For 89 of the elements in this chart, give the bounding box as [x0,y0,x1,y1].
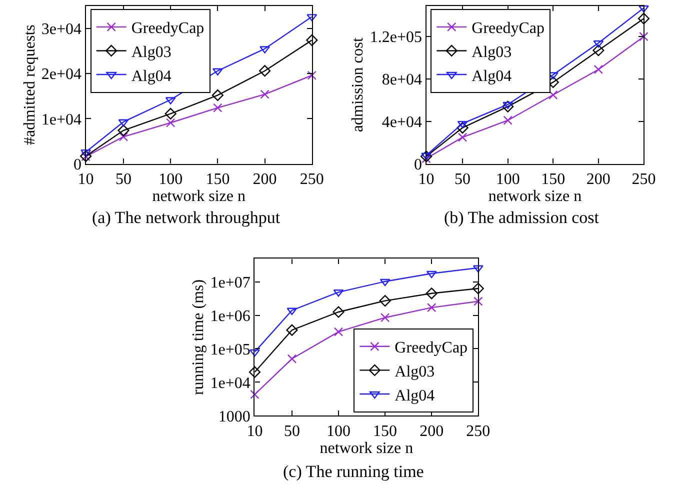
point [286,324,298,336]
point [422,154,431,164]
y-tick-label: 1000 [218,408,250,426]
point [307,70,317,80]
point [306,34,318,46]
point [332,306,344,318]
point [380,313,390,322]
y-tick-label: 1e+04 [41,111,82,128]
y-tick-label: 0 [74,156,82,174]
x-axis-title: network size n [488,188,582,206]
point [80,149,92,157]
y-tick-label: 1e+07 [210,274,250,292]
point [249,349,260,357]
y-axis-title: #admitted requests [21,24,38,146]
point [426,288,438,300]
legend-label: GreedyCap [472,20,544,38]
point [250,390,260,400]
point [502,100,514,112]
x-axis-title: network size n [320,440,414,457]
point [380,278,390,286]
x-tick-label: 250 [466,422,490,440]
point [474,296,483,306]
point [427,302,436,312]
y-tick-label: 1e+05 [210,341,250,358]
point [379,295,391,307]
legend-label: GreedyCap [394,340,468,357]
x-tick-label: 150 [206,171,230,188]
point [548,90,558,100]
point [458,132,468,142]
legend-label: Alg03 [472,44,512,61]
y-tick-label: 1.2e+05 [370,29,422,46]
point [594,64,604,74]
y-tick-label: 2e+04 [41,66,82,84]
y-tick-label: 0 [414,156,422,174]
y-tick-label: 3e+04 [41,21,82,38]
point [426,270,437,278]
point [166,118,176,128]
point [638,5,649,13]
legend-label: Alg04 [131,68,172,85]
text: (b) The admission cost [444,208,600,227]
legend-label: Alg03 [131,44,172,61]
point [472,282,484,294]
legend-label: Alg04 [472,68,512,85]
legend-label: Alg04 [394,387,435,404]
x-tick-label: 200 [586,171,610,188]
point [334,327,344,336]
legend-label: Alg03 [394,363,435,380]
x-tick-label: 100 [496,171,520,188]
x-tick-label: 250 [300,171,324,188]
x-tick-label: 100 [326,422,351,440]
legend-label: GreedyCap [131,20,204,38]
x-tick-label: 200 [252,171,277,188]
point [118,132,128,142]
x-tick-label: 150 [373,422,398,440]
point [593,40,604,48]
x-tick-label: 50 [115,171,132,188]
point [260,90,270,99]
y-tick-label: 1e+04 [210,374,250,392]
point [503,116,512,125]
x-tick-label: 50 [454,171,471,188]
point [118,124,130,136]
point [456,122,468,134]
text: (a) The network throughput [92,208,280,227]
point [639,32,648,42]
x-tick-label: 10 [418,171,434,188]
x-tick-label: 150 [541,171,566,188]
point [248,366,261,378]
point [638,12,650,24]
x-tick-label: 100 [158,171,183,188]
text: (c) The running time [283,462,424,481]
point [212,89,224,102]
y-axis-title: running time (ms) [190,279,208,395]
point [164,108,176,120]
point [457,120,468,128]
point [259,65,271,77]
x-tick-label: 10 [78,171,94,188]
y-axis-title: admission cost [350,36,367,132]
x-tick-label: 10 [246,422,263,440]
x-tick-label: 200 [420,422,444,440]
point [592,44,604,56]
point [213,103,222,112]
point [287,354,297,364]
x-tick-label: 50 [284,422,300,440]
point [502,102,514,110]
y-tick-label: 4e+04 [382,114,422,132]
x-tick-label: 250 [632,171,656,188]
x-axis-title: network size n [152,188,246,206]
y-tick-label: 8e+04 [382,72,422,89]
y-tick-label: 1e+06 [210,308,250,325]
